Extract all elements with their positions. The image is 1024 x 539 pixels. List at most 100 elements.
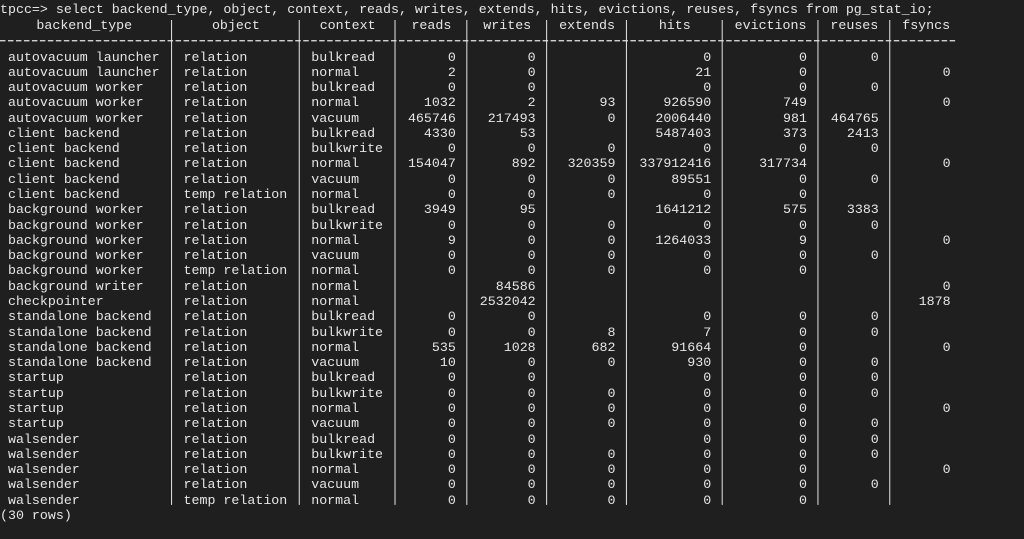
cell: relation xyxy=(183,355,248,371)
cell: standalone backend xyxy=(7,324,152,340)
cell: relation xyxy=(183,309,248,325)
cell: relation xyxy=(183,416,248,432)
cell: 0 xyxy=(870,248,879,264)
cell: 0 xyxy=(870,477,879,493)
cell: 0 xyxy=(607,232,616,248)
cell: bulkwrite xyxy=(311,141,384,157)
cell: 0 xyxy=(798,309,807,325)
cell: 0 xyxy=(870,171,879,187)
cell: 0 xyxy=(703,309,712,325)
cell: 926590 xyxy=(663,95,712,111)
cell: 0 xyxy=(527,355,536,371)
cell: 0 xyxy=(942,156,951,172)
cell: 0 xyxy=(870,141,879,157)
cell: vacuum xyxy=(311,110,360,126)
cell: temp relation xyxy=(183,263,288,279)
cell: 0 xyxy=(870,446,879,462)
cell: bulkread xyxy=(311,431,376,447)
cell: normal xyxy=(311,95,360,111)
cell: relation xyxy=(183,324,248,340)
cell: startup xyxy=(7,385,64,401)
cell: 0 xyxy=(798,64,807,80)
cell: 89551 xyxy=(671,171,712,187)
cell: 0 xyxy=(870,217,879,233)
cell: vacuum xyxy=(311,355,360,371)
cell: 84586 xyxy=(495,278,536,294)
column-header: context xyxy=(319,18,376,33)
cell: 0 xyxy=(607,110,616,126)
cell: 0 xyxy=(527,385,536,401)
cell: relation xyxy=(183,278,248,294)
cell: 1032 xyxy=(423,95,456,111)
cell: 4330 xyxy=(423,125,456,141)
cell: 0 xyxy=(527,309,536,325)
cell: 0 xyxy=(798,263,807,279)
cell: 53 xyxy=(519,125,536,141)
cell: 0 xyxy=(447,263,456,279)
cell: client backend xyxy=(7,171,120,187)
cell: 0 xyxy=(798,416,807,432)
cell: relation xyxy=(183,171,248,187)
cell: 0 xyxy=(942,95,951,111)
cell: bulkread xyxy=(311,370,376,386)
cell: 0 xyxy=(798,492,807,508)
cell: 0 xyxy=(798,217,807,233)
cell: 0 xyxy=(527,141,536,157)
cell: 465746 xyxy=(407,110,456,126)
cell: relation xyxy=(183,202,248,218)
cell: 337912416 xyxy=(639,156,712,172)
cell: background worker xyxy=(7,232,144,248)
cell: relation xyxy=(183,156,248,172)
cell: 0 xyxy=(798,49,807,65)
cell: 0 xyxy=(527,248,536,264)
cell: 0 xyxy=(447,416,456,432)
cell: relation xyxy=(183,462,248,478)
column-header: object xyxy=(211,18,260,33)
cell: 0 xyxy=(447,324,456,340)
cell: 8 xyxy=(607,324,616,340)
cell: temp relation xyxy=(183,492,288,508)
cell: 0 xyxy=(447,446,456,462)
cell: relation xyxy=(183,370,248,386)
cell: 0 xyxy=(798,385,807,401)
cell: 0 xyxy=(607,462,616,478)
cell: 0 xyxy=(527,370,536,386)
cell: 0 xyxy=(870,355,879,371)
cell: bulkwrite xyxy=(311,324,384,340)
cell: 2 xyxy=(447,64,456,80)
cell: 0 xyxy=(870,416,879,432)
cell: normal xyxy=(311,400,360,416)
cell: background writer xyxy=(7,278,144,294)
cell: 0 xyxy=(607,171,616,187)
cell: normal xyxy=(311,293,360,309)
cell: client backend xyxy=(7,187,120,203)
cell: 2006440 xyxy=(655,110,712,126)
cell: 0 xyxy=(447,385,456,401)
cell: relation xyxy=(183,125,248,141)
cell: 0 xyxy=(703,400,712,416)
cell: vacuum xyxy=(311,171,360,187)
cell: 0 xyxy=(527,324,536,340)
cell: 0 xyxy=(870,385,879,401)
cell: relation xyxy=(183,431,248,447)
cell: 0 xyxy=(527,263,536,279)
cell: 0 xyxy=(527,187,536,203)
cell: 0 xyxy=(447,370,456,386)
cell: 0 xyxy=(703,187,712,203)
cell: normal xyxy=(311,492,360,508)
cell: 0 xyxy=(942,400,951,416)
cell: 0 xyxy=(942,278,951,294)
cell: 575 xyxy=(783,202,807,218)
cell: 0 xyxy=(703,49,712,65)
cell: 0 xyxy=(870,309,879,325)
cell: autovacuum worker xyxy=(7,80,144,96)
cell: 464765 xyxy=(830,110,879,126)
cell: 0 xyxy=(703,370,712,386)
cell: 2532042 xyxy=(479,293,536,309)
column-header: reuses xyxy=(830,18,879,33)
cell: normal xyxy=(311,339,360,355)
cell: walsender xyxy=(7,431,80,447)
cell: normal xyxy=(311,462,360,478)
cell: 0 xyxy=(798,80,807,96)
